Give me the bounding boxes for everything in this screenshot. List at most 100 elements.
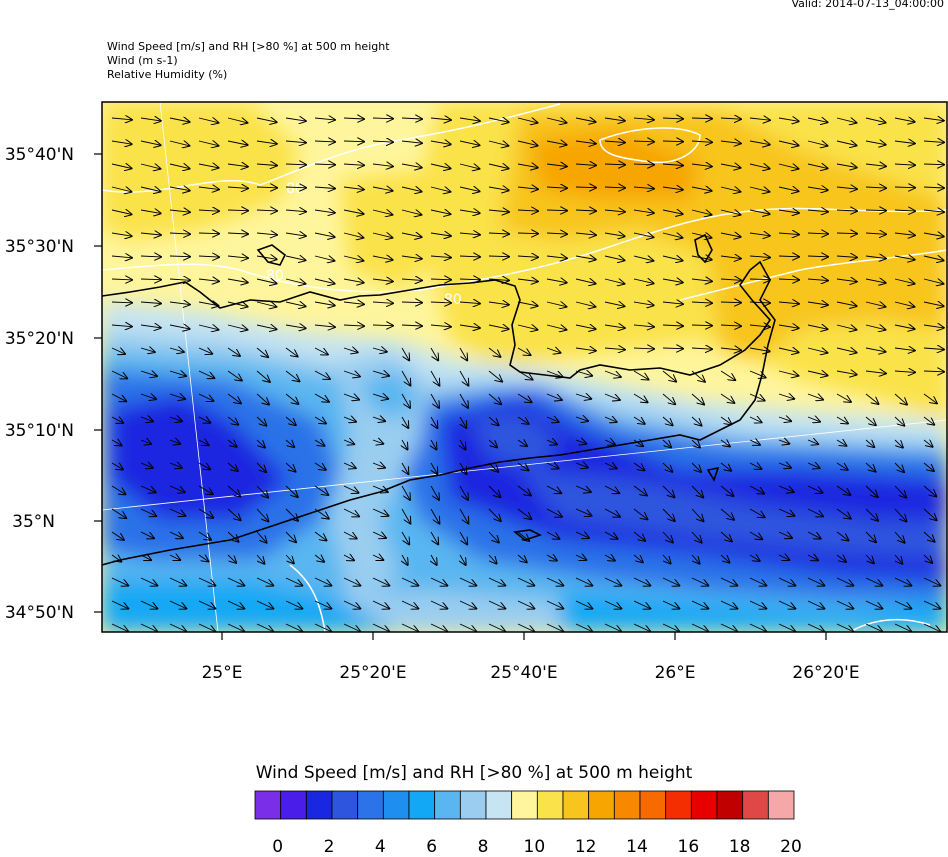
wind-arrow: [111, 279, 132, 280]
wind-arrow: [778, 302, 799, 304]
wind-arrow: [662, 302, 683, 304]
wind-arrow: [517, 577, 534, 586]
lon-label: 25°E: [202, 663, 243, 683]
wind-arrow: [169, 141, 189, 146]
wind-arrow: [604, 325, 625, 328]
wind-arrow: [343, 600, 360, 609]
wind-arrow: [720, 302, 741, 303]
wind-arrow: [430, 531, 438, 544]
wind-arrow: [372, 371, 389, 376]
wind-arrow: [430, 210, 451, 214]
lat-labels: 35°40'N 35°30'N 35°20'N 35°10'N 35°N 34°…: [5, 145, 74, 623]
wind-arrow: [633, 141, 654, 142]
wind-arrow: [923, 554, 932, 563]
wind-arrow: [314, 347, 328, 355]
wind-arrow: [865, 325, 885, 330]
wind-arrow: [314, 555, 324, 562]
wind-arrow: [256, 164, 277, 166]
wind-arrow: [111, 187, 131, 192]
wind-arrow: [227, 233, 248, 234]
wind-arrow: [459, 531, 467, 544]
wind-arrow: [662, 210, 683, 214]
wind-arrow: [256, 439, 265, 448]
wind-arrow: [169, 623, 186, 632]
wind-arrow: [807, 371, 828, 376]
wind-arrow: [575, 187, 596, 188]
wind-arrow: [285, 577, 302, 586]
wind-arrow: [720, 554, 730, 563]
wind-arrow: [604, 302, 625, 306]
wind-arrow: [343, 325, 364, 326]
wind-arrow: [314, 141, 335, 142]
wind-arrow: [517, 440, 527, 446]
wind-arrow: [285, 279, 305, 284]
wind-arrow: [517, 325, 537, 330]
wind-arrow: [604, 485, 619, 493]
wind-arrow: [720, 348, 741, 350]
wind-arrow: [198, 417, 210, 423]
wind-arrow: [401, 485, 410, 500]
wind-arrow: [198, 279, 219, 281]
wind-arrow: [836, 164, 857, 168]
wind-arrow: [314, 440, 324, 446]
wind-arrow: [807, 440, 818, 444]
wind-arrow: [459, 187, 480, 191]
colorbar-tick-label: 12: [574, 837, 597, 857]
wind-arrow: [169, 555, 180, 560]
wind-arrow: [662, 348, 683, 349]
wind-arrow: [459, 600, 476, 609]
wind-arrow: [343, 394, 359, 400]
wind-arrow: [140, 555, 151, 560]
wind-arrow: [778, 440, 789, 444]
wind-arrow: [836, 325, 856, 330]
wind-arrow: [865, 233, 886, 234]
wind-arrow: [227, 531, 239, 542]
wind-arrow: [865, 485, 878, 497]
wind-arrow: [111, 164, 132, 168]
wind-arrow: [807, 210, 828, 212]
wind-arrow: [343, 508, 359, 516]
wind-arrow: [343, 463, 356, 468]
wind-arrow: [402, 439, 408, 450]
wind-arrow: [169, 485, 185, 492]
wind-arrow: [459, 256, 480, 257]
wind-arrow: [662, 256, 683, 261]
wind-arrow: [749, 440, 760, 445]
wind-arrow: [198, 302, 219, 306]
colorbar-swatch: [639, 790, 667, 820]
wind-arrow: [749, 600, 766, 609]
wind-arrow: [401, 325, 422, 326]
wind-arrow: [430, 187, 450, 192]
wind-arrow: [604, 279, 624, 284]
wind-arrow: [227, 325, 247, 330]
wind-vectors: [111, 118, 944, 632]
wind-arrow: [546, 600, 563, 609]
wind-arrow: [633, 279, 654, 283]
wind-arrow: [865, 302, 885, 307]
wind-arrow: [546, 508, 562, 517]
wind-arrow: [517, 118, 537, 123]
wind-arrow: [749, 210, 770, 214]
wind-arrow: [546, 555, 557, 561]
wind-arrow: [546, 302, 566, 307]
wind-arrow: [256, 187, 277, 188]
wind-arrow: [662, 325, 683, 326]
wind-arrow: [865, 554, 874, 563]
wind-arrow: [256, 325, 277, 329]
wind-arrow: [662, 187, 683, 190]
wind-arrow: [227, 279, 248, 283]
wind-arrow: [691, 554, 700, 564]
wind-arrow: [894, 325, 915, 329]
wind-arrow: [285, 600, 302, 609]
wind-arrow: [894, 164, 915, 165]
wind-arrow: [227, 416, 238, 425]
wind-arrow: [691, 600, 708, 609]
wind-arrow: [169, 600, 186, 609]
wind-arrow: [314, 302, 335, 306]
wind-arrow: [778, 371, 798, 376]
wind-arrow: [604, 233, 625, 236]
wind-arrow: [256, 600, 273, 609]
wind-arrow: [314, 417, 326, 424]
wind-arrow: [459, 347, 467, 360]
wind-arrow: [749, 118, 770, 120]
